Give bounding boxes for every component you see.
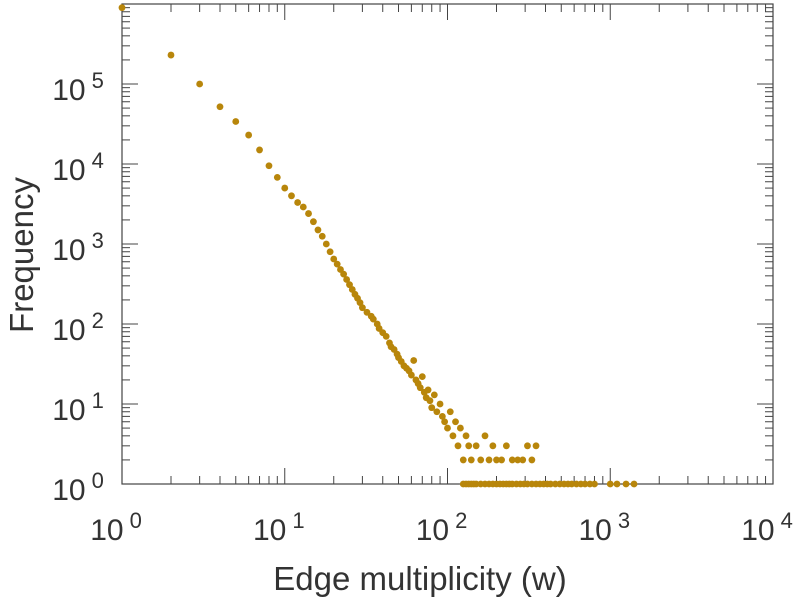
data-point [446, 408, 454, 416]
data-point [508, 456, 516, 464]
data-point [356, 299, 364, 307]
data-point [407, 371, 415, 379]
x-tick-label: 10 1 [253, 508, 305, 547]
data-point [314, 226, 322, 234]
data-point [606, 480, 614, 488]
data-point [424, 386, 432, 394]
data-point [454, 442, 462, 450]
data-point [288, 192, 295, 200]
data-point [433, 408, 441, 416]
data-points [118, 4, 638, 488]
data-point [528, 456, 536, 464]
data-point [493, 456, 500, 464]
data-point [167, 51, 175, 59]
data-point [363, 308, 371, 316]
data-point [426, 397, 434, 405]
data-point [326, 248, 334, 256]
data-point [514, 456, 522, 464]
data-point [449, 432, 457, 440]
data-point [333, 260, 341, 268]
x-tick-label: 10 2 [416, 508, 468, 547]
data-point [273, 173, 281, 181]
y-tick-label: 10 1 [52, 388, 104, 427]
data-point [524, 442, 531, 450]
data-point [416, 384, 424, 392]
data-point [485, 456, 493, 464]
x-tick-labels: 10 0 10 1 10 2 10 3 10 4 [90, 508, 793, 547]
data-point [340, 270, 348, 278]
data-point [568, 480, 576, 488]
data-point [502, 442, 510, 450]
data-point [467, 456, 475, 464]
data-point [369, 315, 377, 323]
data-point [418, 373, 426, 381]
y-tick-label: 10 2 [52, 308, 104, 347]
data-point [428, 404, 436, 412]
data-point [472, 442, 480, 450]
x-tick-label: 10 0 [90, 508, 142, 547]
y-tick-label: 10 5 [52, 68, 104, 107]
data-point [245, 131, 253, 139]
data-point [265, 162, 273, 170]
data-point [489, 442, 497, 450]
data-point [456, 424, 464, 432]
data-point [118, 4, 126, 12]
data-point [444, 424, 451, 432]
data-point [547, 480, 554, 488]
data-point [481, 432, 489, 440]
data-point [532, 442, 540, 450]
y-axis-title: Frequency [3, 177, 40, 333]
x-tick-label: 10 3 [578, 508, 630, 547]
data-point [441, 418, 449, 426]
data-point [465, 442, 473, 450]
data-point [318, 232, 326, 240]
data-point [452, 418, 459, 426]
data-point [498, 456, 506, 464]
data-point [310, 218, 317, 226]
data-point [519, 456, 527, 464]
data-point [613, 480, 621, 488]
data-point [438, 412, 446, 420]
x-axis-title: Edge multiplicity (w) [273, 560, 566, 597]
data-point [294, 199, 302, 206]
data-point [477, 456, 485, 464]
data-point [299, 203, 307, 211]
data-point [216, 103, 224, 111]
data-point [343, 276, 351, 283]
data-point [459, 456, 467, 464]
data-point [232, 118, 240, 125]
data-point [430, 391, 438, 399]
y-tick-label: 10 0 [52, 468, 104, 507]
data-point [436, 400, 444, 408]
data-point [281, 184, 289, 192]
data-point [382, 332, 390, 340]
data-point [330, 255, 338, 263]
data-point [256, 146, 263, 154]
x-tick-label: 10 4 [741, 508, 793, 547]
data-point [359, 304, 366, 312]
data-point [630, 480, 638, 488]
y-tick-label: 10 4 [52, 148, 104, 187]
data-point [591, 480, 598, 488]
y-tick-label: 10 3 [52, 228, 104, 267]
data-point [196, 80, 204, 88]
data-point [322, 240, 330, 248]
data-point [305, 210, 312, 217]
data-point [410, 357, 418, 364]
data-point [581, 480, 589, 488]
axis-ticks [121, 3, 774, 485]
data-point [622, 480, 630, 488]
data-point [462, 432, 470, 440]
